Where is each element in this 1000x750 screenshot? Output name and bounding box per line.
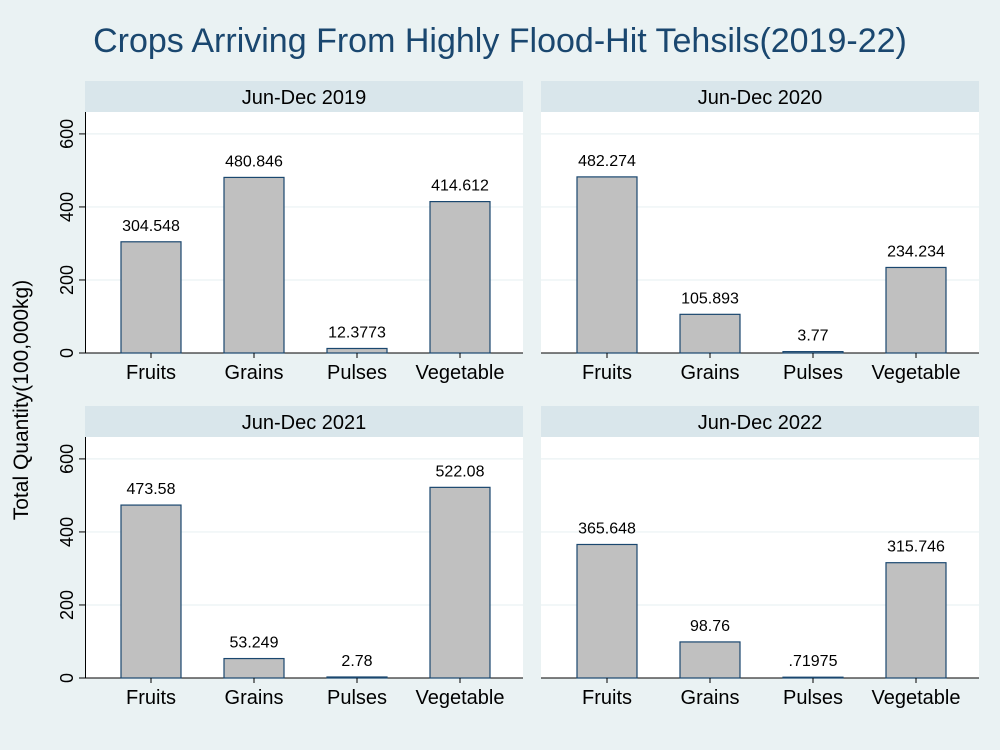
y-tick-label: 400 (57, 192, 77, 222)
panel-4: Jun-Dec 2022 365.648 Fruits 98.76 Grains .719… (541, 406, 979, 709)
bar-value-label: 98.76 (690, 618, 730, 635)
y-tick-label: 600 (57, 119, 77, 149)
bar-fruits (120, 504, 182, 679)
chart-title: Crops Arriving From Highly Flood-Hit Teh… (93, 22, 907, 60)
bar-pulses (326, 676, 388, 679)
bar-fruits (576, 543, 638, 679)
panel-title: Jun-Dec 2022 (698, 412, 823, 434)
bar-vegetable (885, 562, 947, 679)
bar-value-label: 473.58 (127, 481, 176, 498)
bar-value-label: .71975 (789, 653, 838, 670)
panel-strip (85, 81, 523, 112)
bar-vegetable (885, 266, 947, 354)
x-tick-label: Vegetable (872, 687, 961, 709)
y-tick-label: 0 (57, 348, 77, 358)
y-tick-label: 0 (57, 673, 77, 683)
bar-grains (223, 657, 285, 679)
bar-vegetable (429, 201, 491, 354)
bar-value-label: 480.846 (225, 153, 283, 170)
panel-title: Jun-Dec 2019 (242, 87, 367, 109)
x-tick-label: Pulses (327, 687, 387, 709)
panel-strip (541, 406, 979, 437)
x-tick-label: Vegetable (872, 362, 961, 384)
panel-title: Jun-Dec 2021 (242, 412, 367, 434)
x-tick-label: Fruits (126, 362, 176, 384)
y-axis-label: Total Quantity(100,000kg) (10, 279, 33, 521)
x-tick-label: Fruits (126, 687, 176, 709)
bar-value-label: 105.893 (681, 290, 739, 307)
panel-3: Jun-Dec 2021 0 200 400 600 473.58 Fruits 53.249… (57, 406, 523, 709)
bar-value-label: 2.78 (341, 653, 372, 670)
y-tick-label: 200 (57, 590, 77, 620)
bar-vegetable (429, 486, 491, 679)
x-tick-label: Pulses (783, 687, 843, 709)
x-tick-label: Grains (225, 362, 284, 384)
bar-value-label: 522.08 (436, 463, 485, 480)
bar-pulses (326, 347, 388, 354)
panel-strip (85, 406, 523, 437)
bar-value-label: 304.548 (122, 218, 180, 235)
x-tick-label: Grains (681, 687, 740, 709)
bar-grains (223, 176, 285, 354)
panel-title: Jun-Dec 2020 (698, 87, 823, 109)
panel-2: Jun-Dec 2020 482.274 Fruits 105.893 Grains 3.… (541, 81, 979, 384)
y-tick-label: 400 (57, 517, 77, 547)
y-tick-label: 600 (57, 444, 77, 474)
x-tick-label: Grains (681, 362, 740, 384)
x-tick-label: Grains (225, 687, 284, 709)
bar-value-label: 12.3773 (328, 324, 386, 341)
bar-value-label: 315.746 (887, 539, 945, 556)
bar-pulses (782, 351, 844, 354)
bar-grains (679, 313, 741, 354)
x-tick-label: Fruits (582, 362, 632, 384)
x-tick-label: Pulses (783, 362, 843, 384)
x-tick-label: Pulses (327, 362, 387, 384)
bar-value-label: 234.234 (887, 243, 945, 260)
bar-fruits (120, 241, 182, 354)
bar-value-label: 414.612 (431, 178, 489, 195)
bar-fruits (576, 176, 638, 354)
bar-value-label: 365.648 (578, 520, 636, 537)
bar-pulses (782, 676, 844, 679)
bar-grains (679, 641, 741, 679)
x-tick-label: Fruits (582, 687, 632, 709)
bar-value-label: 53.249 (230, 635, 279, 652)
x-tick-label: Vegetable (416, 362, 505, 384)
panel-strip (541, 81, 979, 112)
bar-value-label: 482.274 (578, 153, 636, 170)
bar-value-label: 3.77 (797, 328, 828, 345)
x-tick-label: Vegetable (416, 687, 505, 709)
panel-1: Jun-Dec 2019 0 200 400 600 304.548 Fruits 480.8… (57, 81, 523, 384)
y-tick-label: 200 (57, 265, 77, 295)
